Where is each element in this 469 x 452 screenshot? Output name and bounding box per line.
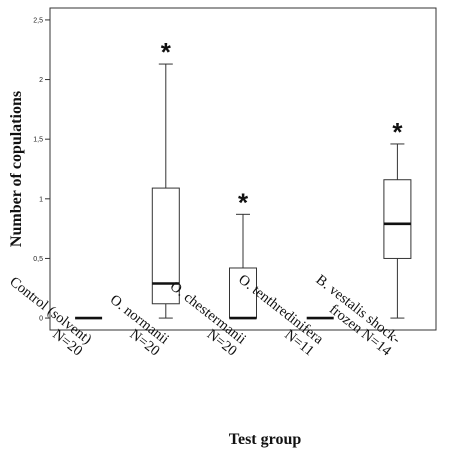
y-tick-label: 1 [39,196,43,203]
y-tick-label: 2,5 [33,17,43,24]
y-tick-label: 0 [39,316,43,323]
significance-star: * [161,37,172,67]
category-label-1: Control (solvent)N=20 [6,274,94,360]
x-axis-title: Test group [229,431,302,448]
y-axis-title: Number of copulations [8,91,25,247]
category-label-5: B. vestalis shock-frozen N=14 [313,272,404,360]
box-3 [229,213,257,320]
y-axis: 0 0,5 1 1,5 2 2,5 [33,17,50,323]
box-5 [383,143,412,319]
plot-area-frame [49,7,437,331]
significance-markers: * * * [161,37,404,217]
box-iqr [383,179,412,259]
y-tick-label: 1,5 [33,137,43,144]
y-tick-label: 0,5 [33,256,43,263]
y-tick-label: 2 [39,77,43,84]
box-2 [151,63,180,319]
box-iqr [229,267,257,319]
box-series [75,63,412,320]
significance-star: * [238,187,249,217]
significance-star: * [392,117,403,147]
